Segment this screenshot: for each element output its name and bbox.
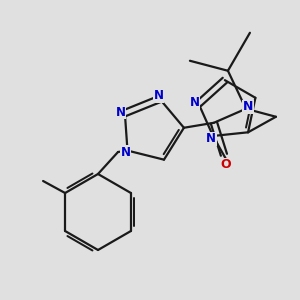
- Text: N: N: [116, 106, 126, 118]
- Text: N: N: [206, 133, 216, 146]
- Text: N: N: [121, 146, 130, 159]
- Text: N: N: [190, 96, 200, 109]
- Text: N: N: [243, 100, 253, 113]
- Text: N: N: [154, 89, 164, 103]
- Text: O: O: [220, 158, 231, 171]
